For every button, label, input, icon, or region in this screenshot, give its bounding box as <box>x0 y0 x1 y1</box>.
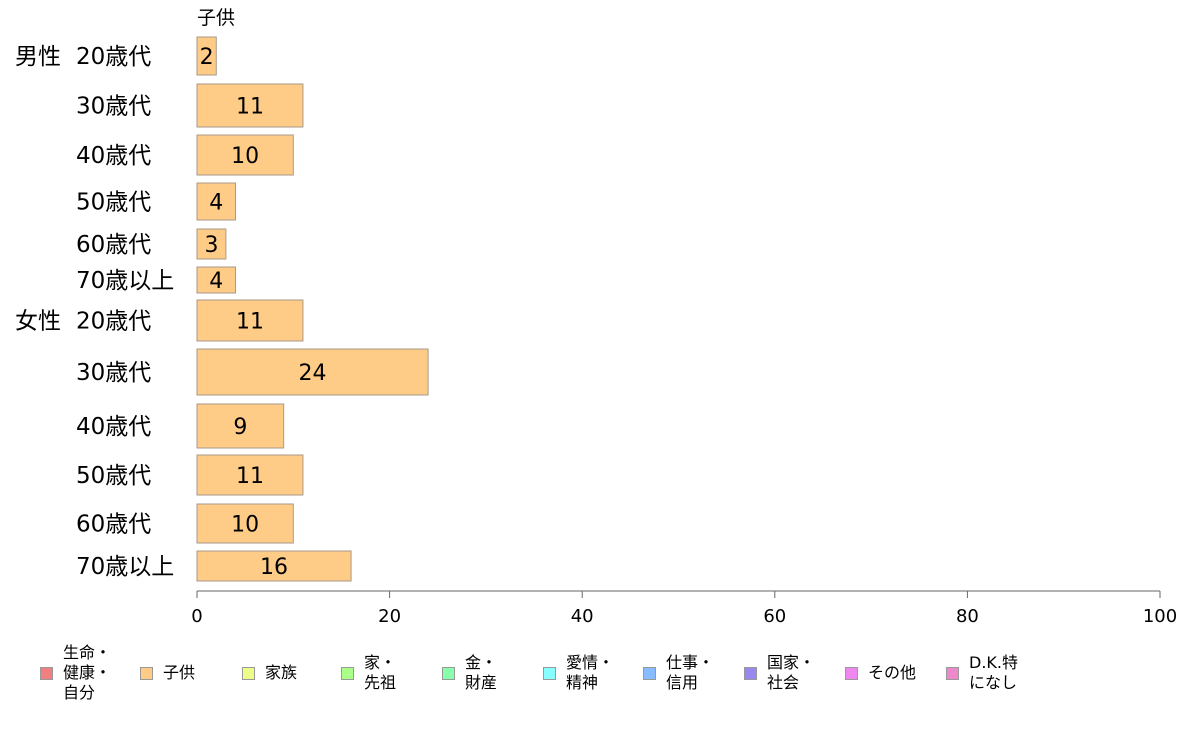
bar-value-label: 3 <box>204 233 218 258</box>
category-label: 40歳代 <box>76 143 151 169</box>
bars-group: 220歳代男性1130歳代1040歳代450歳代360歳代470歳以上1120歳… <box>15 36 429 582</box>
x-tick-label: 40 <box>571 606 594 627</box>
panel-title: 子供 <box>197 7 235 29</box>
bar <box>196 36 217 76</box>
bar <box>196 228 227 260</box>
category-label: 20歳代 <box>76 309 151 335</box>
bar <box>196 403 285 449</box>
bar <box>196 348 429 396</box>
category-label: 40歳代 <box>76 414 151 440</box>
group-label: 男性 <box>15 44 61 70</box>
bar <box>196 134 294 176</box>
bar <box>196 299 304 342</box>
category-label: 20歳代 <box>76 44 151 70</box>
x-axis: 0 20 40 60 80 100 <box>191 590 1177 627</box>
category-label: 30歳代 <box>76 94 151 120</box>
category-label: 70歳以上 <box>76 268 174 294</box>
bar <box>196 550 352 582</box>
bar-value-label: 24 <box>299 361 327 386</box>
bar <box>196 503 294 544</box>
bar-value-label: 4 <box>209 191 223 216</box>
x-tick-label: 80 <box>956 606 979 627</box>
group-label: 女性 <box>15 309 61 335</box>
category-label: 50歳代 <box>76 463 151 489</box>
category-label: 50歳代 <box>76 190 151 216</box>
x-tick-label: 0 <box>191 606 202 627</box>
bar <box>196 266 237 294</box>
category-label: 30歳代 <box>76 360 151 386</box>
bar <box>196 182 237 221</box>
bar-value-label: 9 <box>233 415 247 440</box>
bar-value-label: 11 <box>236 464 264 489</box>
bar-value-label: 10 <box>231 513 259 538</box>
x-tick-label: 100 <box>1143 606 1177 627</box>
bar-value-label: 16 <box>260 555 288 580</box>
x-tick-label: 60 <box>763 606 786 627</box>
bar <box>196 454 304 496</box>
category-label: 60歳代 <box>76 512 151 538</box>
bar-value-label: 4 <box>209 269 223 294</box>
bar-value-label: 10 <box>231 144 259 169</box>
bar <box>196 83 304 128</box>
bar-value-label: 11 <box>236 95 264 120</box>
category-label: 70歳以上 <box>76 554 174 580</box>
bar-value-label: 2 <box>200 45 214 70</box>
bar-value-label: 11 <box>236 310 264 335</box>
category-label: 60歳代 <box>76 232 151 258</box>
x-tick-label: 20 <box>378 606 401 627</box>
